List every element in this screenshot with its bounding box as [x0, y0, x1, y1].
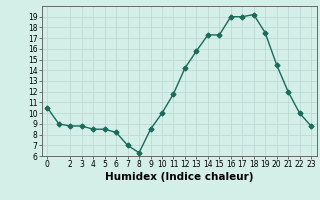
X-axis label: Humidex (Indice chaleur): Humidex (Indice chaleur) [105, 172, 253, 182]
